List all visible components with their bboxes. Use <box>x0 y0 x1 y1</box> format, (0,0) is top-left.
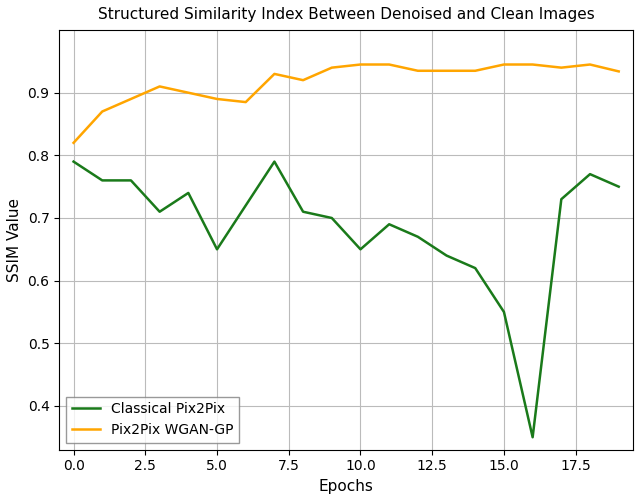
Pix2Pix WGAN-GP <box>271 71 278 77</box>
Pix2Pix WGAN-GP <box>127 96 135 102</box>
Pix2Pix WGAN-GP <box>356 62 364 68</box>
Pix2Pix WGAN-GP <box>615 69 623 75</box>
Classical Pix2Pix <box>328 215 335 221</box>
Pix2Pix WGAN-GP <box>557 65 565 71</box>
Pix2Pix WGAN-GP <box>529 62 536 68</box>
Legend: Classical Pix2Pix, Pix2Pix WGAN-GP: Classical Pix2Pix, Pix2Pix WGAN-GP <box>66 397 239 443</box>
Pix2Pix WGAN-GP <box>242 99 250 105</box>
Pix2Pix WGAN-GP <box>156 84 163 90</box>
Pix2Pix WGAN-GP <box>99 109 106 115</box>
Y-axis label: SSIM Value: SSIM Value <box>7 198 22 282</box>
Classical Pix2Pix <box>557 196 565 202</box>
Classical Pix2Pix <box>472 265 479 271</box>
Classical Pix2Pix <box>443 253 451 259</box>
Title: Structured Similarity Index Between Denoised and Clean Images: Structured Similarity Index Between Deno… <box>98 7 595 22</box>
Pix2Pix WGAN-GP <box>414 68 422 74</box>
Classical Pix2Pix <box>70 159 77 165</box>
Pix2Pix WGAN-GP <box>328 65 335 71</box>
Pix2Pix WGAN-GP <box>443 68 451 74</box>
Classical Pix2Pix <box>184 190 192 196</box>
Classical Pix2Pix <box>414 234 422 240</box>
Pix2Pix WGAN-GP <box>586 62 594 68</box>
X-axis label: Epochs: Epochs <box>319 479 374 494</box>
Classical Pix2Pix <box>586 171 594 177</box>
Pix2Pix WGAN-GP <box>500 62 508 68</box>
Classical Pix2Pix <box>615 184 623 190</box>
Pix2Pix WGAN-GP <box>213 96 221 102</box>
Pix2Pix WGAN-GP <box>184 90 192 96</box>
Classical Pix2Pix <box>529 434 536 440</box>
Pix2Pix WGAN-GP <box>300 77 307 83</box>
Classical Pix2Pix <box>385 221 393 227</box>
Classical Pix2Pix <box>127 177 135 183</box>
Classical Pix2Pix <box>156 209 163 215</box>
Classical Pix2Pix <box>99 177 106 183</box>
Classical Pix2Pix <box>356 246 364 253</box>
Pix2Pix WGAN-GP <box>385 62 393 68</box>
Line: Pix2Pix WGAN-GP: Pix2Pix WGAN-GP <box>74 65 619 143</box>
Pix2Pix WGAN-GP <box>472 68 479 74</box>
Pix2Pix WGAN-GP <box>70 140 77 146</box>
Classical Pix2Pix <box>500 309 508 315</box>
Classical Pix2Pix <box>213 246 221 253</box>
Classical Pix2Pix <box>242 202 250 208</box>
Classical Pix2Pix <box>271 159 278 165</box>
Classical Pix2Pix <box>300 209 307 215</box>
Line: Classical Pix2Pix: Classical Pix2Pix <box>74 162 619 437</box>
